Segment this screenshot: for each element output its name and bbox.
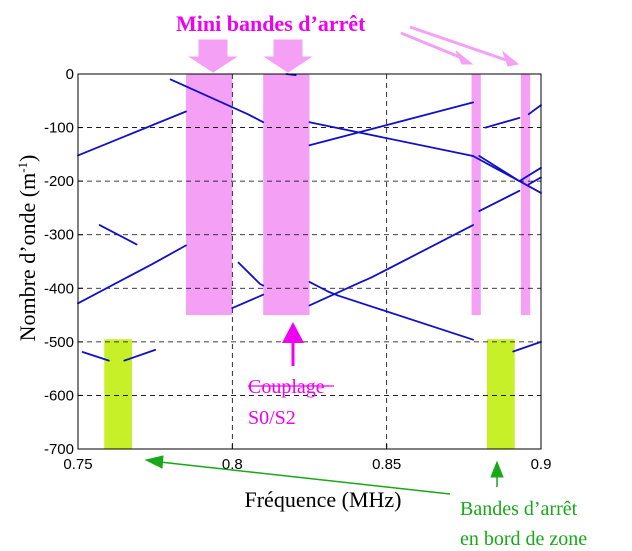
dispersion-branch-13 [308, 101, 475, 147]
y-tick-label: -300 [44, 227, 74, 244]
mini-stopband-4 [520, 74, 531, 316]
y-tick-label: -400 [44, 280, 74, 297]
dispersion-branch-7 [237, 261, 265, 287]
y-tick-label: -500 [44, 334, 74, 351]
stopband-layer [104, 74, 531, 449]
edge-stopbands-label-line2: en bord de zone [460, 528, 587, 550]
x-tick-label: 0.9 [531, 456, 552, 473]
dispersion-branch-17 [336, 294, 475, 341]
plot-frame [77, 73, 542, 450]
dispersion-branch-4 [81, 351, 110, 362]
dispersion-branch-18 [478, 155, 521, 183]
y-axis-label-superscript: -1 [15, 162, 30, 173]
y-axis-label-main: Nombre d’onde (m [15, 173, 40, 342]
dispersion-branch-3 [98, 224, 138, 246]
dispersion-branch-12 [518, 180, 542, 194]
edge-stopbands-label-line1: Bandes d’arrêt [460, 498, 578, 520]
dispersion-branch-15 [308, 280, 339, 297]
x-axis-label: Fréquence (MHz) [245, 487, 402, 512]
dispersion-branch-2 [77, 244, 187, 305]
x-tick-label: 0.75 [63, 456, 92, 473]
dispersion-branch-23 [527, 176, 542, 186]
y-tick-label: -700 [44, 441, 74, 458]
y-tick-label: -100 [44, 120, 74, 137]
mini-stopband-2 [263, 74, 310, 316]
dispersion-curves [77, 73, 542, 362]
dispersion-branch-19 [518, 166, 542, 183]
arrow-to-band-3 [400, 31, 463, 60]
dispersion-branch-24 [512, 340, 542, 353]
arrow-to-band-2 [263, 39, 313, 73]
x-tick-label: 0.85 [372, 456, 401, 473]
dispersion-branch-8 [231, 293, 265, 310]
mini-stopbands-title: Mini bandes d’arrêt [176, 11, 366, 36]
dispersion-branch-16 [370, 224, 475, 279]
dispersion-branch-20 [484, 117, 521, 129]
coupling-label-line2: S0/S2 [248, 407, 296, 429]
y-axis-label-close: ) [15, 155, 40, 162]
arrow-to-band-4 [409, 25, 507, 62]
dispersion-branch-6 [169, 78, 265, 124]
arrow-to-band-1 [188, 39, 238, 73]
mini-stopband-1 [186, 74, 233, 316]
dispersion-branch-5 [123, 348, 157, 362]
mini-stopbands-arrows [188, 25, 520, 73]
coupling-label-line1: Couplage [248, 376, 325, 398]
y-axis-label: Nombre d’onde (m-1) [15, 155, 40, 342]
y-tick-label: 0 [66, 66, 74, 83]
y-tick-label: -600 [44, 387, 74, 404]
dispersion-branch-1 [77, 110, 187, 157]
dispersion-branch-21 [527, 104, 542, 116]
edge-stopband-2 [486, 339, 515, 449]
coupling-arrow [282, 322, 304, 366]
dispersion-branch-10 [308, 121, 475, 157]
edge-stopband-arrows [144, 455, 504, 495]
dispersion-branch-14 [308, 276, 373, 307]
dispersion-branch-22 [478, 189, 521, 213]
edge-stopband-1 [104, 339, 133, 449]
mini-stopband-3 [471, 74, 481, 316]
tick-layer: 0.75 0.8 0.85 0.90-100-200-300-400-500-600-… [44, 66, 551, 473]
y-tick-label: -200 [44, 173, 74, 190]
